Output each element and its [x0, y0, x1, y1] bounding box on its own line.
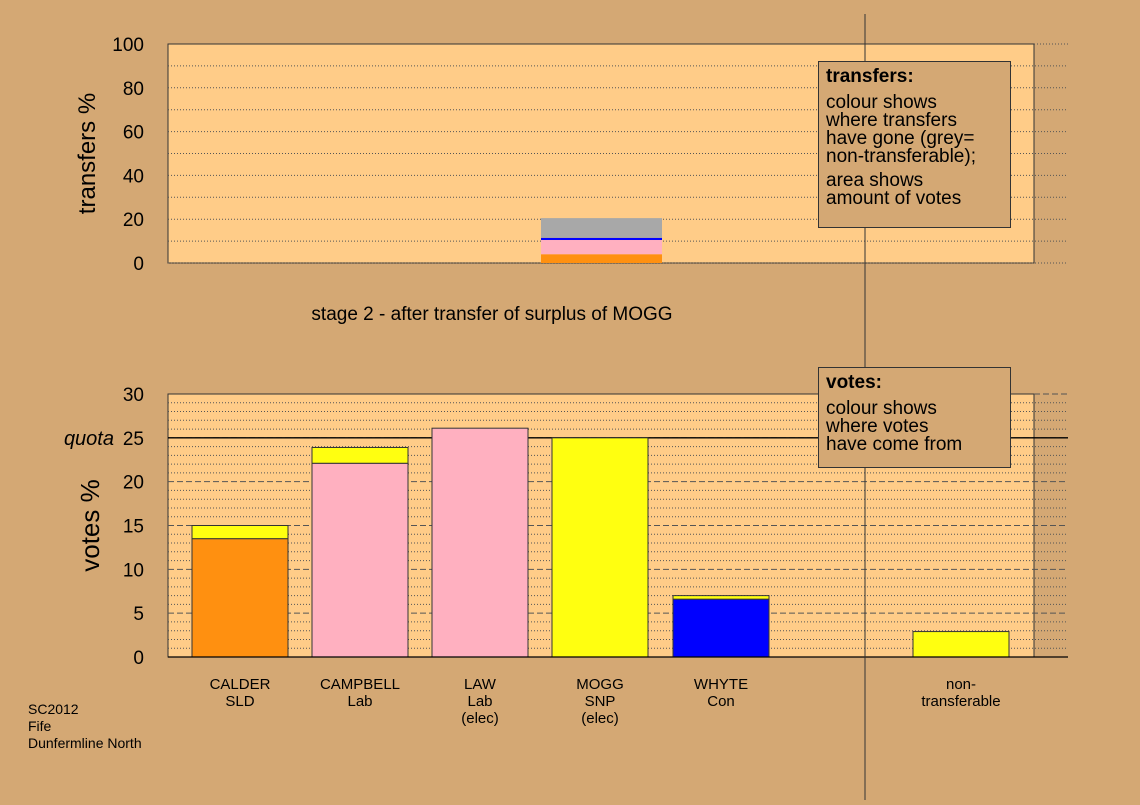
- candidate-label: Con: [707, 693, 735, 710]
- transfers-y-tick-label: 100: [112, 35, 144, 56]
- votes-y-tick-label: 30: [123, 385, 144, 406]
- vote-bar-segment-campbell: [311, 462, 409, 658]
- votes-y-tick-label: 10: [123, 560, 144, 581]
- transfers-y-tick-label: 0: [133, 254, 144, 275]
- transfers-legend-title: transfers:: [826, 66, 914, 87]
- transfers-legend-line: have gone (grey=: [826, 128, 975, 149]
- candidate-label: Lab: [347, 693, 372, 710]
- transfer-segment-calder: [541, 254, 662, 263]
- votes-legend-line: where votes: [826, 416, 929, 437]
- transfers-legend-line: area shows: [826, 170, 924, 191]
- votes-legend-line: have come from: [826, 434, 963, 455]
- vote-bar-segment-campbell: [311, 446, 409, 464]
- footer-election: SC2012: [28, 701, 79, 717]
- candidate-label: non-: [946, 676, 976, 693]
- vote-bar-segment-whyte: [672, 595, 770, 600]
- votes-legend: votes: colour shows where votes have com…: [818, 367, 1011, 468]
- footer-caption: SC2012 Fife Dunfermline North: [28, 701, 142, 752]
- candidate-label: CALDER: [210, 676, 271, 693]
- vote-bar-segment-non-transferable: [912, 631, 1010, 658]
- votes-y-axis-label: votes %: [75, 479, 105, 572]
- transfers-y-tick-label: 60: [123, 123, 144, 144]
- candidate-label: SNP: [585, 693, 616, 710]
- candidate-label: (elec): [461, 710, 499, 727]
- votes-legend-line: colour shows: [826, 398, 937, 419]
- transfers-y-tick-label: 80: [123, 79, 144, 100]
- quota-label: quota: [64, 428, 114, 450]
- candidate-label: MOGG: [576, 676, 624, 693]
- transfers-legend-line: amount of votes: [826, 188, 962, 209]
- transfer-segment-campbell: [541, 240, 662, 255]
- votes-y-tick-label: 25: [123, 429, 144, 450]
- candidate-label: WHYTE: [694, 676, 748, 693]
- votes-legend-title: votes:: [826, 372, 882, 393]
- votes-y-tick-label: 0: [133, 648, 144, 669]
- footer-ward: Dunfermline North: [28, 735, 142, 751]
- transfers-chart-title: stage 2 - after transfer of surplus of M…: [311, 304, 672, 325]
- transfer-segment-non-transferable: [541, 218, 662, 238]
- candidate-label: LAW: [464, 676, 497, 693]
- votes-y-tick-label: 5: [133, 604, 144, 625]
- candidate-label: SLD: [225, 693, 254, 710]
- transfers-legend-line: colour shows: [826, 92, 937, 113]
- candidate-label: transferable: [921, 693, 1000, 710]
- candidate-label: Lab: [467, 693, 492, 710]
- footer-council: Fife: [28, 718, 52, 734]
- votes-y-tick-label: 15: [123, 517, 144, 538]
- transfers-y-tick-label: 40: [123, 166, 144, 187]
- vote-bar-segment-calder: [191, 525, 289, 540]
- vote-bar-segment-mogg: [551, 437, 649, 658]
- vote-bar-segment-whyte: [672, 598, 770, 658]
- vote-bar-segment-calder: [191, 538, 289, 658]
- transfers-legend-line: non-transferable);: [826, 146, 976, 167]
- votes-y-tick-label: 20: [123, 473, 144, 494]
- candidate-label: CAMPBELL: [320, 676, 400, 693]
- transfer-segment-whyte: [541, 237, 662, 241]
- candidate-label: (elec): [581, 710, 619, 727]
- vote-bar-segment-law: [431, 427, 529, 658]
- transfers-legend: transfers: colour shows where transfers …: [818, 61, 1011, 228]
- transfers-y-tick-label: 20: [123, 210, 144, 231]
- transfers-y-axis-label: transfers %: [74, 93, 101, 214]
- transfers-legend-line: where transfers: [826, 110, 957, 131]
